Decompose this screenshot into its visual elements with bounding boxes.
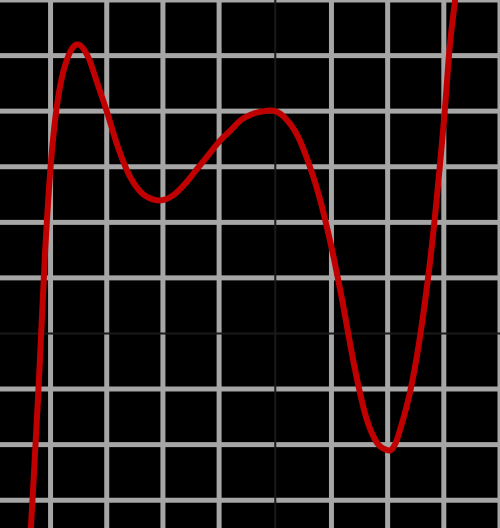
series-layer xyxy=(27,0,459,528)
series-line xyxy=(27,0,459,528)
